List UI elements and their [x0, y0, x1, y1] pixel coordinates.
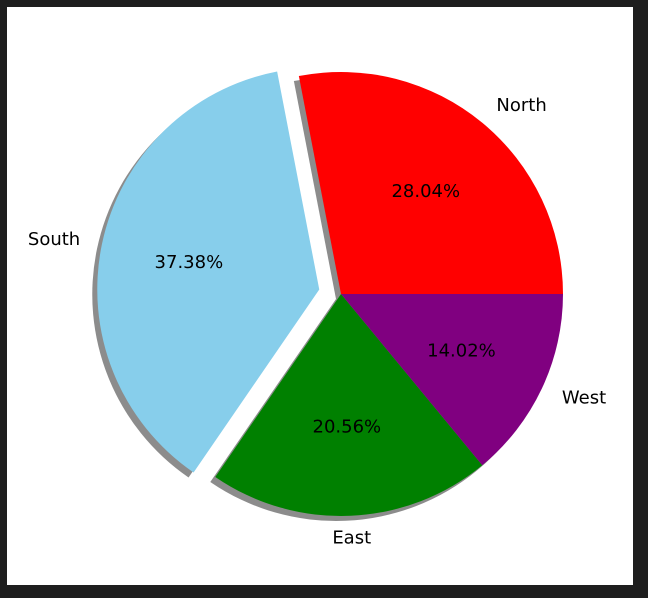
- slice-percent-south: 37.38%: [155, 252, 224, 273]
- slice-percent-east: 20.56%: [313, 417, 382, 438]
- slice-percent-north: 28.04%: [391, 181, 460, 202]
- pie-slice-south: [97, 71, 320, 473]
- slice-percent-west: 14.02%: [427, 340, 496, 361]
- pie-slice-east: [215, 294, 483, 516]
- pie-slice-layer: [97, 71, 563, 516]
- pie-slice-north: [298, 72, 563, 294]
- pie-slice-west: [341, 294, 563, 466]
- slice-label-west: West: [562, 388, 606, 409]
- slice-label-north: North: [496, 95, 546, 116]
- slice-label-east: East: [332, 527, 371, 548]
- pie-chart: North 28.04% South 37.38% East 20.56% West 14.0…: [28, 71, 606, 548]
- pie-label-layer: North 28.04% South 37.38% East 20.56% West 14.0…: [28, 95, 606, 548]
- chart-figure: North 28.04% South 37.38% East 20.56% West 14.0…: [7, 7, 633, 585]
- slice-label-south: South: [28, 229, 80, 250]
